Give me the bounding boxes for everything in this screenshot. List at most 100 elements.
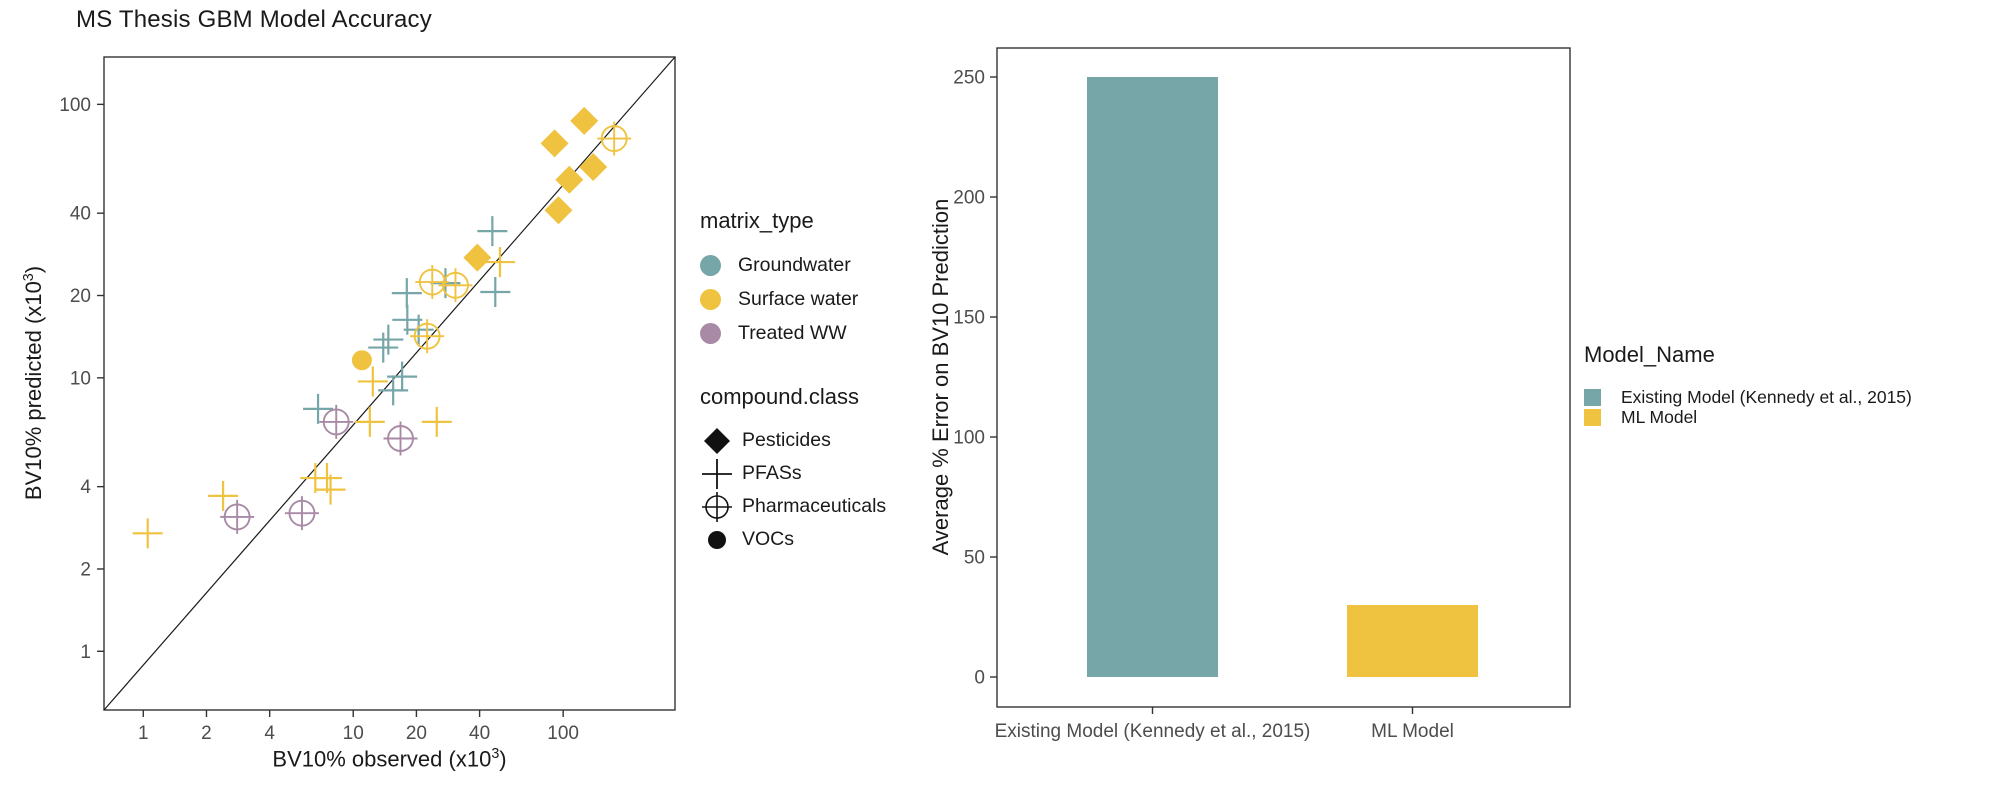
scatter-xaxis-title: BV10% observed (x103) bbox=[104, 746, 675, 772]
scatter-yaxis-title: BV10% predicted (x103) bbox=[21, 266, 47, 500]
point-pfas bbox=[311, 463, 342, 494]
svg-text:100: 100 bbox=[953, 428, 985, 449]
point-pesticide bbox=[540, 129, 569, 158]
legend-item-groundwater: Groundwater bbox=[700, 248, 858, 282]
surface-water-swatch bbox=[700, 288, 721, 310]
treated-ww-swatch bbox=[700, 322, 721, 344]
legend-label: PFASs bbox=[742, 462, 802, 484]
svg-text:40: 40 bbox=[469, 723, 490, 744]
ml-model-swatch bbox=[1584, 408, 1601, 426]
svg-text:200: 200 bbox=[953, 188, 985, 209]
point-pharmaceutical bbox=[597, 121, 632, 156]
point-pfas bbox=[480, 276, 511, 307]
bar-existing-model bbox=[1087, 77, 1218, 677]
legend-label: Existing Model (Kennedy et al., 2015) bbox=[1621, 387, 1912, 408]
point-pfas bbox=[403, 314, 434, 345]
pharmaceuticals-circle-plus-icon bbox=[700, 490, 734, 524]
point-pesticide bbox=[579, 153, 608, 182]
point-pfas bbox=[378, 375, 409, 406]
point-pfas bbox=[373, 324, 404, 355]
model-legend-title: Model_Name bbox=[1584, 342, 1715, 367]
legend-item-pfass: PFASs bbox=[700, 457, 886, 490]
legend-label: Pesticides bbox=[742, 429, 831, 451]
point-pfas bbox=[354, 406, 385, 437]
matrix-legend-title: matrix_type bbox=[700, 208, 814, 233]
legend-item-existing-model: Existing Model (Kennedy et al., 2015) bbox=[1584, 387, 1912, 408]
legend-item-surface-water: Surface water bbox=[700, 282, 858, 316]
legend-label: Treated WW bbox=[738, 321, 847, 344]
matrix-type-legend: matrix_type Groundwater Surface water Tr… bbox=[700, 208, 858, 350]
svg-text:100: 100 bbox=[59, 95, 91, 116]
compound-legend-title: compound.class bbox=[700, 384, 859, 409]
svg-text:4: 4 bbox=[80, 477, 91, 498]
yaxis-title-close: ) bbox=[21, 265, 47, 274]
identity-line bbox=[103, 56, 676, 711]
svg-text:250: 250 bbox=[953, 68, 985, 89]
pfass-plus-icon bbox=[700, 457, 734, 491]
point-pfas bbox=[391, 278, 422, 309]
point-pesticide bbox=[555, 165, 584, 194]
point-pfas bbox=[421, 406, 452, 437]
point-pharmaceutical bbox=[319, 404, 354, 439]
svg-text:1: 1 bbox=[80, 642, 91, 663]
point-pharmaceutical bbox=[284, 496, 319, 531]
legend-item-pesticides: Pesticides bbox=[700, 424, 886, 457]
point-pharmaceutical bbox=[410, 319, 445, 354]
svg-text:ML Model: ML Model bbox=[1371, 721, 1454, 742]
point-pfas bbox=[208, 480, 239, 511]
legend-label: VOCs bbox=[742, 528, 795, 550]
bar-panel: 0 50 100 150 200 250 Existing Model (Kennedy e… bbox=[953, 47, 1571, 742]
compound-class-legend: compound.class Pesticides PFASs Pharmace… bbox=[700, 384, 886, 556]
point-pfas bbox=[315, 474, 346, 505]
scatter-points bbox=[132, 106, 632, 549]
svg-text:0: 0 bbox=[974, 668, 985, 689]
scatter-axis-ticks: 1 2 4 10 20 40 100 1 2 4 10 20 40 100 bbox=[59, 95, 579, 744]
point-pfas bbox=[303, 393, 334, 424]
xaxis-title-sup: 3 bbox=[491, 746, 500, 762]
scatter-panel bbox=[103, 56, 676, 711]
svg-text:2: 2 bbox=[80, 559, 91, 580]
groundwater-swatch bbox=[700, 254, 721, 276]
svg-text:10: 10 bbox=[343, 723, 364, 744]
point-pfas bbox=[484, 247, 515, 278]
legend-item-ml-model: ML Model bbox=[1584, 406, 1912, 428]
bar-yaxis-title: Average % Error on BV10 Prediction bbox=[928, 198, 953, 556]
svg-text:20: 20 bbox=[406, 723, 427, 744]
point-pesticide bbox=[544, 196, 573, 225]
point-pesticide bbox=[570, 106, 599, 135]
pesticides-diamond-icon bbox=[700, 424, 734, 458]
svg-text:2: 2 bbox=[201, 723, 212, 744]
existing-model-swatch bbox=[1584, 389, 1601, 407]
xaxis-title-text: BV10% observed (x10 bbox=[272, 746, 492, 772]
yaxis-title-sup: 3 bbox=[20, 273, 37, 282]
point-pfas bbox=[387, 361, 418, 392]
svg-text:1: 1 bbox=[138, 723, 149, 744]
point-voc bbox=[351, 350, 372, 371]
point-pesticide bbox=[463, 243, 492, 272]
legend-item-treated-ww: Treated WW bbox=[700, 316, 858, 350]
point-pharmaceutical bbox=[383, 421, 418, 456]
scatter-title: MS Thesis GBM Model Accuracy bbox=[76, 6, 432, 33]
legend-label: Pharmaceuticals bbox=[742, 495, 887, 517]
svg-text:Existing Model (Kennedy et al.: Existing Model (Kennedy et al., 2015) bbox=[995, 721, 1311, 742]
legend-label: Groundwater bbox=[738, 253, 851, 276]
point-pfas bbox=[368, 332, 399, 363]
yaxis-title-text: BV10% predicted (x10 bbox=[21, 281, 47, 501]
svg-text:40: 40 bbox=[70, 204, 91, 225]
point-pfas bbox=[357, 366, 388, 397]
point-pfas bbox=[477, 216, 508, 247]
legend-item-pharmaceuticals: Pharmaceuticals bbox=[700, 490, 886, 523]
legend-label: ML Model bbox=[1621, 406, 1698, 427]
point-pharmaceutical bbox=[438, 268, 473, 303]
svg-text:100: 100 bbox=[547, 723, 579, 744]
svg-text:20: 20 bbox=[70, 286, 91, 307]
xaxis-title-close: ) bbox=[499, 746, 507, 772]
legend-item-vocs: VOCs bbox=[700, 523, 886, 556]
svg-text:10: 10 bbox=[70, 368, 91, 389]
legend-label: Surface water bbox=[738, 287, 859, 310]
bar-ml-model bbox=[1347, 605, 1478, 677]
model-name-legend: Model_Name Existing Model (Kennedy et al… bbox=[1584, 342, 1912, 427]
vocs-circle-icon bbox=[700, 523, 734, 557]
